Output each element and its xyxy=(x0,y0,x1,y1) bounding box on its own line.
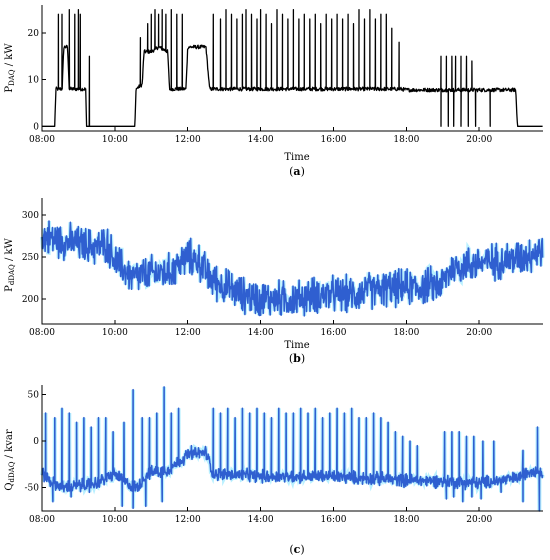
panel-c-ylabel: QdDAQ / kvar xyxy=(4,429,16,490)
panel-b-series-line xyxy=(41,220,544,317)
panel-c-series-line xyxy=(41,386,544,512)
panel-a: PDAQ / kW Time (a) xyxy=(4,43,310,178)
panel-c-ytick-label: -50 xyxy=(25,484,40,494)
panel-a-ytick-label: 10 xyxy=(28,76,40,86)
panel-c-xtick-label: 14:00 xyxy=(248,515,274,525)
panel-c-xtick-label: 08:00 xyxy=(29,515,55,525)
panel-a-ytick-label: 0 xyxy=(33,122,39,132)
panel-a-xtick-label: 14:00 xyxy=(248,135,274,145)
panel-b-xtick-label: 10:00 xyxy=(102,328,128,338)
panel-a-series-line xyxy=(41,9,543,127)
panel-b-ytick-label: 200 xyxy=(22,295,39,305)
panel-b-xtick-label: 14:00 xyxy=(248,328,274,338)
panel-a-ytick-label: 20 xyxy=(28,29,40,39)
panel-b-ytick-label: 250 xyxy=(22,253,39,263)
panel-b-xlabel: Time xyxy=(284,340,309,351)
panel-b-xtick-label: 18:00 xyxy=(393,328,419,338)
panel-c-label: (c) xyxy=(289,543,304,556)
panel-c-xtick-label: 18:00 xyxy=(393,515,419,525)
panel-b-ylabel: PdDAQ / kW xyxy=(4,237,16,291)
panel-b-xtick-label: 12:00 xyxy=(175,328,201,338)
panel-a-label: (a) xyxy=(289,165,305,178)
panel-a-xtick-label: 10:00 xyxy=(102,135,128,145)
panel-c-series-glow xyxy=(40,386,545,512)
panel-c: QdDAQ / kvar (c) xyxy=(4,429,305,556)
panel-b-xtick-label: 08:00 xyxy=(29,328,55,338)
panel-b-ytick-label: 300 xyxy=(22,211,39,221)
panel-c-xtick-label: 16:00 xyxy=(321,515,347,525)
panel-b-xtick-label: 16:00 xyxy=(321,328,347,338)
panel-b-xtick-label: 20:00 xyxy=(466,328,492,338)
panel-a-xlabel: Time xyxy=(284,152,309,163)
panel-a-plot: 08:00 10:00 12:00 14:00 16:00 18:00 20:00 0 10 20 xyxy=(28,5,543,145)
panel-b-plot: 08:00 10:00 12:00 14:00 16:00 18:00 20:00 200 25… xyxy=(22,198,545,338)
panel-c-xtick-label: 20:00 xyxy=(466,515,492,525)
panel-a-xtick-label: 08:00 xyxy=(29,135,55,145)
panel-c-xtick-label: 12:00 xyxy=(175,515,201,525)
panel-b-label: (b) xyxy=(289,352,305,365)
panel-b: PdDAQ / kW Time (b) xyxy=(4,237,310,365)
panel-c-ytick-label: 0 xyxy=(33,437,39,447)
panel-a-xtick-label: 16:00 xyxy=(321,135,347,145)
panel-c-xtick-label: 10:00 xyxy=(102,515,128,525)
panel-c-plot: 08:00 10:00 12:00 14:00 16:00 18:00 20:00 -50 0 5… xyxy=(25,385,545,525)
panel-a-xtick-label: 12:00 xyxy=(175,135,201,145)
panel-a-xtick-label: 18:00 xyxy=(393,135,419,145)
panel-a-ylabel: PDAQ / kW xyxy=(4,43,16,93)
panel-a-xtick-label: 20:00 xyxy=(466,135,492,145)
panel-c-ytick-label: 50 xyxy=(28,390,40,400)
